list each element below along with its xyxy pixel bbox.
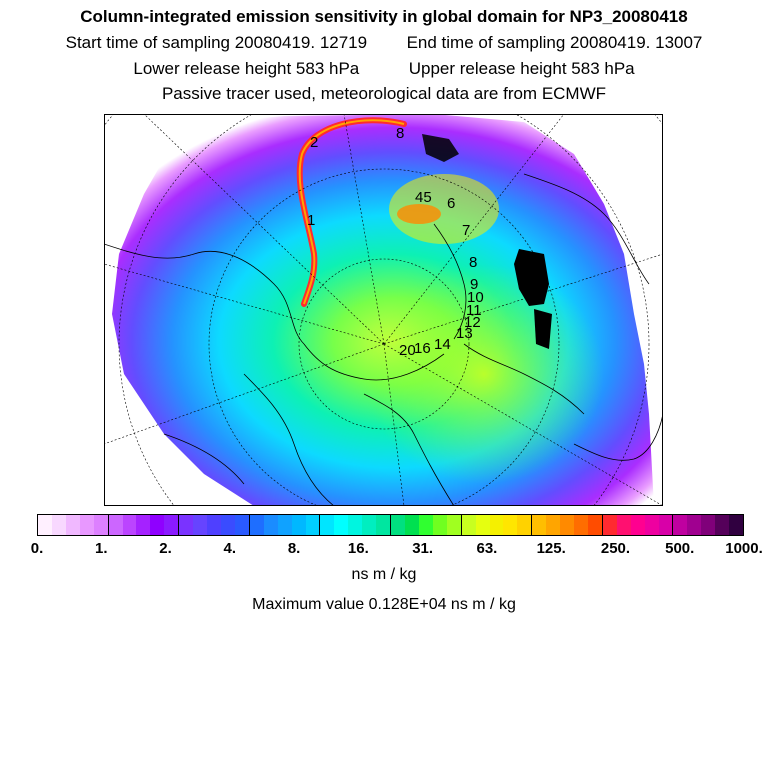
track-label: 11 [466, 302, 482, 319]
color-scale-tick: 4. [223, 540, 237, 557]
maximum-value: Maximum value 0.128E+04 ns m / kg [252, 596, 516, 613]
trajectory-core [298, 119, 405, 305]
color-scale-cell [602, 515, 617, 535]
fire-cluster-north [422, 134, 459, 162]
color-scale-cell [108, 515, 123, 535]
color-scale-cell [193, 515, 208, 535]
track-label: 10 [467, 289, 484, 306]
color-scale-tick: 0. [30, 540, 44, 557]
color-scale-cell [729, 515, 744, 535]
color-scale-cell [136, 515, 151, 535]
fire-cluster-east [514, 249, 549, 306]
color-scale-tick: 31. [412, 540, 434, 557]
orange-plume [397, 204, 441, 224]
yellow-plume [389, 174, 499, 244]
color-scale-cell [93, 515, 109, 535]
upper-release-height: Upper release height 583 hPa [408, 59, 635, 78]
color-scale-cell [587, 515, 603, 535]
color-scale-cell [334, 515, 349, 535]
start-time: Start time of sampling 20080419. 12719 [65, 33, 368, 52]
color-scale-cell [38, 515, 52, 535]
color-scale-cell [546, 515, 561, 535]
color-scale-tick: 1000. [725, 540, 763, 557]
color-scale-cell [630, 515, 645, 535]
color-scale-cell [461, 515, 476, 535]
lower-release-height: Lower release height 583 hPa [133, 59, 360, 78]
color-scale-cell [122, 515, 137, 535]
color-scale-cell [446, 515, 462, 535]
release-height-line: Lower release height 583 hPa Upper relea… [0, 59, 768, 79]
color-scale-cell [305, 515, 321, 535]
color-scale-cell [560, 515, 575, 535]
color-scale-cell [574, 515, 588, 535]
color-scale-cell [207, 515, 221, 535]
track-labels: 2 1 8 45 6 7 8 9 10 11 12 13 20 16 14 [307, 125, 484, 359]
color-scale-cell [291, 515, 306, 535]
color-scale-tick: 8. [287, 540, 301, 557]
plot-title: Column-integrated emission sensitivity i… [80, 7, 688, 26]
track-label: 20 [399, 342, 416, 359]
sampling-time-line: Start time of sampling 20080419. 12719 E… [0, 33, 768, 53]
color-scale-cell [404, 515, 419, 535]
color-scale-tick: 16. [347, 540, 369, 557]
color-scale-cell [658, 515, 674, 535]
color-scale-cell [263, 515, 278, 535]
color-scale-cell [517, 515, 533, 535]
track-label: 8 [469, 254, 477, 271]
color-scale-cell [475, 515, 490, 535]
track-label: 9 [470, 276, 478, 293]
units-label: ns m / kg [351, 566, 417, 583]
color-scale-bar [37, 514, 744, 536]
track-label: 7 [462, 222, 470, 239]
sensitivity-map: 2 1 8 45 6 7 8 9 10 11 12 13 20 16 14 [104, 114, 663, 506]
color-scale-cell [418, 515, 433, 535]
track-label: 12 [464, 314, 481, 331]
color-scale-cell [701, 515, 716, 535]
color-scale-cell [51, 515, 66, 535]
color-scale-cell [79, 515, 94, 535]
color-scale-cell [532, 515, 547, 535]
track-label: 16 [414, 340, 431, 357]
color-scale-cell [320, 515, 335, 535]
color-scale-cell [277, 515, 292, 535]
color-scale-tick: 63. [476, 540, 498, 557]
color-scale-cell [644, 515, 659, 535]
fire-cluster-south [534, 309, 552, 349]
color-scale-tick: 2. [159, 540, 172, 557]
color-scale-tick: 250. [600, 540, 631, 557]
tracer-note: Passive tracer used, meteorological data… [161, 84, 607, 103]
color-scale-cell [150, 515, 165, 535]
graticule [104, 114, 663, 506]
color-scale-cell [376, 515, 392, 535]
track-label: 8 [396, 125, 404, 142]
color-scale-cell [715, 515, 730, 535]
track-label: 14 [434, 336, 451, 353]
color-scale-cell [432, 515, 447, 535]
track-label: 2 [310, 134, 318, 151]
color-scale-cell [362, 515, 377, 535]
color-scale-cell [249, 515, 264, 535]
track-label: 13 [456, 325, 473, 342]
color-scale-cell [391, 515, 405, 535]
color-scale-cell [179, 515, 194, 535]
color-scale-cell [489, 515, 504, 535]
color-scale-cell [234, 515, 250, 535]
track-label: 6 [447, 195, 455, 212]
track-label: 1 [307, 212, 315, 229]
track-label: 45 [415, 189, 432, 206]
map-frame [104, 114, 663, 506]
color-scale-cell [687, 515, 702, 535]
color-scale-cell [673, 515, 688, 535]
color-scale-tick: 1. [95, 540, 108, 557]
color-scale-cell [220, 515, 235, 535]
color-scale-cell [164, 515, 180, 535]
color-scale-cell [348, 515, 363, 535]
end-time: End time of sampling 20080419. 13007 [406, 33, 703, 52]
coastlines [104, 173, 663, 506]
color-scale-cell [616, 515, 631, 535]
color-scale-tick: 500. [665, 540, 695, 557]
color-scale-cell [65, 515, 80, 535]
color-scale-cell [503, 515, 518, 535]
color-scale-tick: 125. [536, 540, 566, 557]
